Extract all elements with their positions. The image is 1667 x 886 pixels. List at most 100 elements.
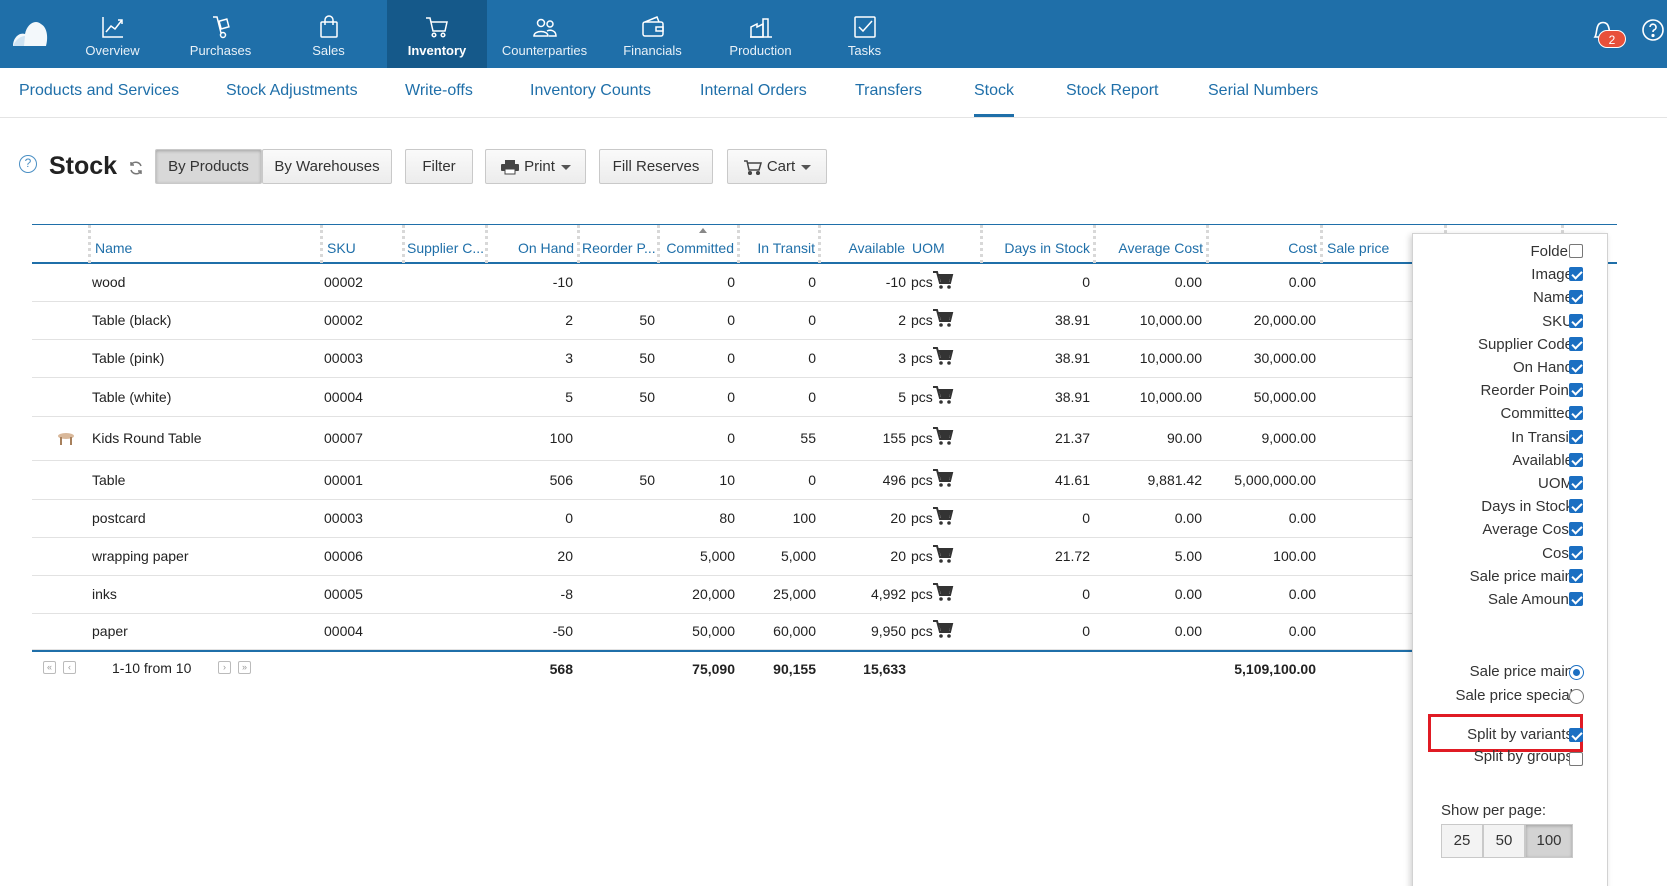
nav-purchases[interactable]: Purchases [163, 0, 278, 68]
split-by-groups-checkbox[interactable] [1569, 752, 1583, 766]
add-to-cart-icon[interactable] [932, 468, 954, 488]
add-to-cart-icon[interactable] [932, 582, 954, 602]
cell-committed: 0 [727, 350, 735, 366]
nav-counterparties[interactable]: Counterparties [487, 0, 602, 68]
tab-stock-report[interactable]: Stock Report [1066, 82, 1159, 99]
column-option-checkbox[interactable] [1569, 244, 1583, 258]
col-header-days-in-stock[interactable]: Days in Stock [980, 225, 1093, 263]
column-option-checkbox[interactable] [1569, 314, 1583, 328]
cell-name: postcard [92, 510, 146, 526]
cell-name: wrapping paper [92, 548, 189, 564]
price-option-special-radio[interactable] [1569, 689, 1584, 704]
nav-financials[interactable]: Financials [595, 0, 710, 68]
tab-stock-adjustments[interactable]: Stock Adjustments [226, 82, 358, 99]
table-row[interactable]: Table (pink) 00003 3 50 0 0 3 pcs 38.91 10,000.00… [32, 340, 1452, 378]
app-logo[interactable] [10, 14, 50, 50]
add-to-cart-icon[interactable] [932, 506, 954, 526]
column-option-checkbox[interactable] [1569, 546, 1583, 560]
product-thumbnail[interactable] [56, 431, 76, 447]
notification-badge[interactable]: 2 [1598, 30, 1626, 48]
per-page-25-button[interactable]: 25 [1441, 824, 1483, 858]
col-header-reorder-point[interactable]: Reorder P... [577, 225, 657, 263]
col-header-name[interactable]: Name [88, 225, 308, 263]
cell-days: 0 [1082, 274, 1090, 290]
col-header-sale-price[interactable]: Sale price [1320, 225, 1444, 263]
col-header-in-transit[interactable]: In Transit [737, 225, 818, 263]
nav-inventory[interactable]: Inventory [387, 0, 487, 68]
tab-stock[interactable]: Stock [974, 82, 1015, 99]
column-option-checkbox[interactable] [1569, 499, 1583, 513]
by-products-button[interactable]: By Products [155, 149, 262, 184]
add-to-cart-icon[interactable] [932, 346, 954, 366]
table-row[interactable]: Table 00001 506 50 10 0 496 pcs 41.61 9,881.42 5,0… [32, 461, 1452, 500]
col-header-available[interactable]: Available [818, 225, 908, 263]
add-to-cart-icon[interactable] [932, 426, 954, 446]
tab-products-and-services[interactable]: Products and Services [19, 82, 180, 99]
col-header-uom[interactable]: UOM [912, 240, 945, 256]
col-header-sku[interactable]: SKU [320, 225, 398, 263]
col-header-cost[interactable]: Cost [1206, 225, 1320, 263]
add-to-cart-icon[interactable] [932, 308, 954, 328]
per-page-100-button[interactable]: 100 [1525, 824, 1573, 858]
table-row[interactable]: postcard 00003 0 80 100 20 pcs 0 0.00 0.00 [32, 500, 1452, 538]
per-page-50-button[interactable]: 50 [1483, 824, 1525, 858]
column-option-checkbox[interactable] [1569, 406, 1583, 420]
page-help-icon[interactable]: ? [19, 155, 37, 173]
nav-tasks[interactable]: Tasks [807, 0, 922, 68]
print-button[interactable]: Print [485, 149, 586, 184]
tab-internal-orders[interactable]: Internal Orders [700, 82, 807, 99]
column-option-checkbox[interactable] [1569, 522, 1583, 536]
table-row[interactable]: Kids Round Table 00007 100 0 55 155 pcs 21.37 90… [32, 417, 1452, 461]
page-title: Stock [49, 152, 118, 180]
add-to-cart-icon[interactable] [932, 270, 954, 290]
fill-reserves-button[interactable]: Fill Reserves [599, 149, 713, 184]
table-row[interactable]: inks 00005 -8 20,000 25,000 4,992 pcs 0 0.00 0.00… [32, 576, 1452, 614]
last-page-icon[interactable]: » [238, 661, 251, 674]
tab-inventory-counts[interactable]: Inventory Counts [530, 82, 651, 99]
people-icon [532, 18, 557, 37]
cell-sku: 00006 [324, 548, 363, 564]
column-option-checkbox[interactable] [1569, 337, 1583, 351]
first-page-icon[interactable]: « [43, 661, 56, 674]
help-icon[interactable] [1641, 18, 1665, 42]
table-row[interactable]: Table (white) 00004 5 50 0 0 5 pcs 38.91 10,000.0… [32, 378, 1452, 417]
add-to-cart-icon[interactable] [932, 619, 954, 639]
tab-transfers[interactable]: Transfers [855, 82, 922, 99]
cart-button[interactable]: Cart [727, 149, 827, 184]
column-option-checkbox[interactable] [1569, 592, 1583, 606]
nav-label: Purchases [189, 43, 252, 58]
col-header-supplier-code[interactable]: Supplier C... [402, 225, 485, 263]
add-to-cart-icon[interactable] [932, 385, 954, 405]
table-row[interactable]: paper 00004 -50 50,000 60,000 9,950 pcs 0 0.00 0.… [32, 614, 1452, 650]
column-option-checkbox[interactable] [1569, 453, 1583, 467]
col-header-average-cost[interactable]: Average Cost [1093, 225, 1206, 263]
filter-button[interactable]: Filter [405, 149, 473, 184]
table-row[interactable]: wrapping paper 00006 20 5,000 5,000 20 pcs 21.7… [32, 538, 1452, 576]
by-warehouses-button[interactable]: By Warehouses [262, 149, 392, 184]
nav-sales[interactable]: Sales [271, 0, 386, 68]
col-header-committed[interactable]: Committed [657, 225, 737, 263]
table-row[interactable]: Table (black) 00002 2 50 0 0 2 pcs 38.91 10,000.0… [32, 302, 1452, 340]
tab-write-offs[interactable]: Write-offs [405, 82, 473, 99]
column-option-checkbox[interactable] [1569, 360, 1583, 374]
cell-cost: 5,000,000.00 [1234, 472, 1316, 488]
column-option-checkbox[interactable] [1569, 430, 1583, 444]
column-option-checkbox[interactable] [1569, 267, 1583, 281]
print-label: Print [524, 158, 555, 175]
column-option-checkbox[interactable] [1569, 383, 1583, 397]
prev-page-icon[interactable]: ‹ [63, 661, 76, 674]
next-page-icon[interactable]: › [218, 661, 231, 674]
nav-production[interactable]: Production [703, 0, 818, 68]
add-to-cart-icon[interactable] [932, 544, 954, 564]
price-option-main-radio[interactable] [1569, 665, 1584, 680]
tab-serial-numbers[interactable]: Serial Numbers [1208, 82, 1319, 99]
col-header-on-hand[interactable]: On Hand [485, 225, 577, 263]
cell-avg-cost: 9,881.42 [1147, 472, 1203, 488]
column-option-checkbox[interactable] [1569, 569, 1583, 583]
column-option-checkbox[interactable] [1569, 290, 1583, 304]
refresh-icon[interactable] [128, 160, 144, 176]
column-option-checkbox[interactable] [1569, 476, 1583, 490]
split-by-variants-checkbox[interactable] [1569, 728, 1583, 742]
nav-overview[interactable]: Overview [55, 0, 170, 68]
